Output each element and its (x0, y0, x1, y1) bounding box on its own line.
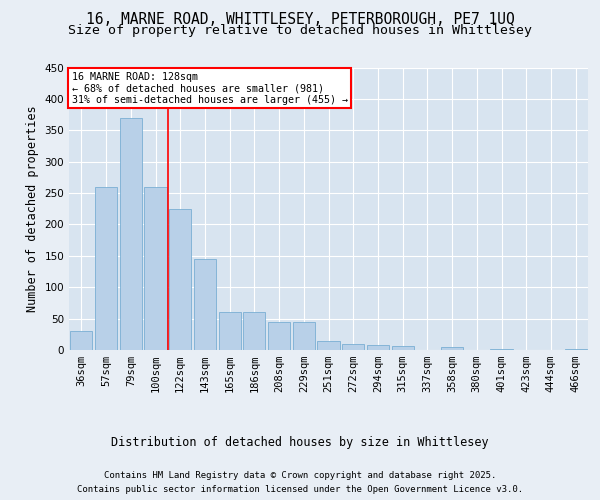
Text: 16 MARNE ROAD: 128sqm
← 68% of detached houses are smaller (981)
31% of semi-det: 16 MARNE ROAD: 128sqm ← 68% of detached … (71, 72, 347, 105)
Bar (392, 346, 414, 350)
Text: Contains HM Land Registry data © Crown copyright and database right 2025.: Contains HM Land Registry data © Crown c… (104, 472, 496, 480)
Bar (119, 118, 142, 350)
Bar (70, 331, 92, 350)
Bar (95, 187, 117, 350)
Text: Size of property relative to detached houses in Whittlesey: Size of property relative to detached ho… (68, 24, 532, 37)
Text: Contains public sector information licensed under the Open Government Licence v3: Contains public sector information licen… (77, 484, 523, 494)
Bar (441, 347, 463, 350)
Bar (194, 259, 216, 350)
Bar (342, 344, 364, 350)
Bar (169, 209, 191, 350)
Bar (317, 340, 340, 350)
Bar (293, 322, 315, 350)
Bar (367, 345, 389, 350)
Bar (218, 312, 241, 350)
Bar (268, 322, 290, 350)
Bar (243, 312, 265, 350)
Text: Distribution of detached houses by size in Whittlesey: Distribution of detached houses by size … (111, 436, 489, 449)
Bar (145, 187, 167, 350)
Text: 16, MARNE ROAD, WHITTLESEY, PETERBOROUGH, PE7 1UQ: 16, MARNE ROAD, WHITTLESEY, PETERBOROUGH… (86, 12, 514, 28)
Y-axis label: Number of detached properties: Number of detached properties (26, 106, 39, 312)
